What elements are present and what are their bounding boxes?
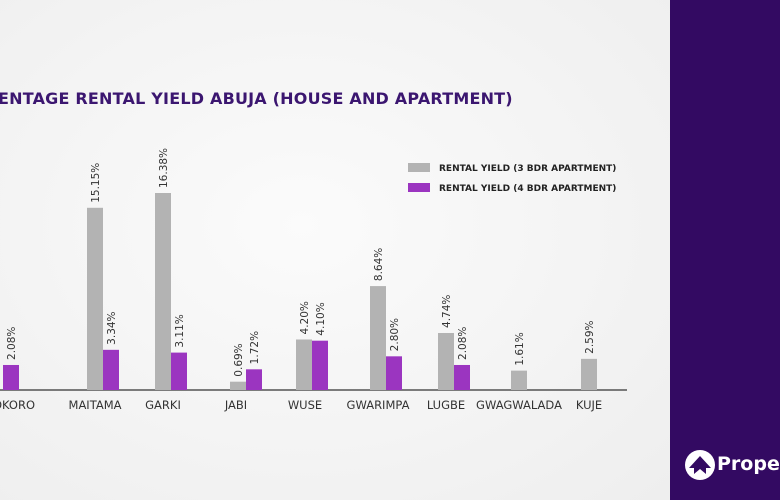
bar-wuse-3bdr [296, 339, 312, 390]
bar-jabi-3bdr [230, 381, 246, 390]
legend-swatch [408, 163, 430, 172]
data-label: 2.08% [6, 327, 18, 360]
chart-title: ENTAGE RENTAL YIELD ABUJA (HOUSE AND APA… [0, 89, 513, 108]
legend-label: RENTAL YIELD (3 BDR APARTMENT) [439, 164, 616, 174]
data-label: 1.61% [514, 332, 526, 365]
data-label: 3.34% [106, 311, 118, 344]
bar-lugbe-4bdr [454, 364, 470, 390]
data-label: 4.74% [441, 295, 453, 328]
bar-maitama-4bdr [103, 349, 119, 390]
category-label: JABI [224, 398, 247, 412]
category-label: KUJE [576, 398, 602, 412]
bar-jabi-4bdr [246, 369, 262, 390]
data-label: 4.20% [299, 301, 311, 334]
category-label: LUGBE [427, 398, 465, 412]
data-label: 3.11% [174, 314, 186, 347]
data-label: 16.38% [158, 148, 170, 188]
bar-gwarimpa-4bdr [386, 356, 402, 390]
bar-okoro-4bdr [3, 364, 19, 390]
chart-background [0, 0, 670, 500]
brand-logo-text: Propert [717, 453, 780, 475]
legend-swatch [408, 183, 430, 192]
data-label: 8.64% [373, 248, 385, 281]
category-label: MAITAMA [69, 398, 122, 412]
data-label: 0.69% [233, 343, 245, 376]
bar-lugbe-3bdr [438, 332, 454, 390]
bar-gwagwalada-3bdr [511, 370, 527, 390]
bar-garki-3bdr [155, 193, 171, 390]
data-label: 4.10% [315, 302, 327, 335]
bar-kuje-3bdr [581, 358, 597, 390]
data-label: 2.80% [389, 318, 401, 351]
data-label: 1.72% [249, 331, 261, 364]
bar-gwarimpa-3bdr [370, 286, 386, 390]
data-label: 2.59% [584, 320, 596, 353]
bar-maitama-3bdr [87, 207, 103, 390]
bar-garki-4bdr [171, 352, 187, 390]
category-label: WUSE [288, 398, 322, 412]
category-label: GWARIMPA [347, 398, 410, 412]
category-label: OKORO [0, 398, 35, 412]
bar-chart: 2.08% OKORO 15.15% 3.34% MAITAMA 16.38% 3.11% G… [0, 148, 627, 412]
brand-panel [670, 0, 780, 500]
category-label: GWAGWALADA [476, 398, 562, 412]
data-label: 2.08% [457, 327, 469, 360]
category-label: GARKI [145, 398, 181, 412]
legend-label: RENTAL YIELD (4 BDR APARTMENT) [439, 184, 616, 194]
bar-wuse-4bdr [312, 340, 328, 390]
data-label: 15.15% [90, 163, 102, 203]
